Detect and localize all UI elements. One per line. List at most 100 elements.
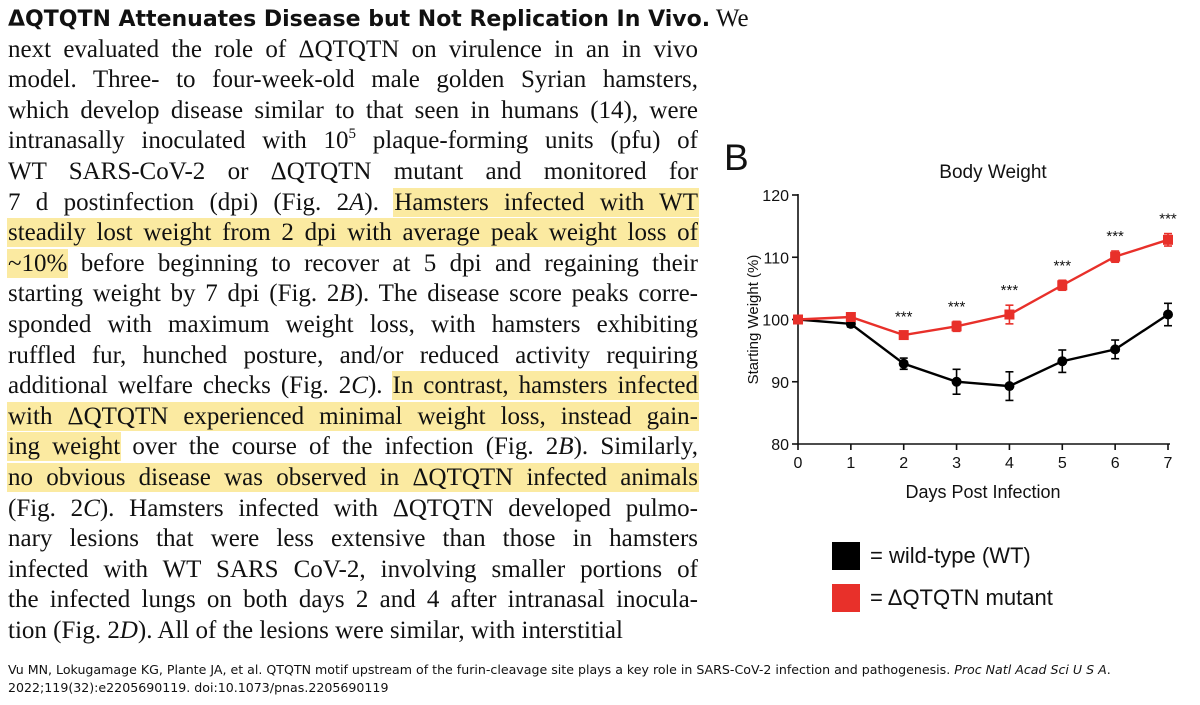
text-line: the infected lungs on both days 2 and 4 … xyxy=(8,585,698,616)
y-tick-label: 100 xyxy=(762,313,789,330)
data-point-mutant xyxy=(951,321,962,332)
text-segment: intranasally inoculated with 10 xyxy=(8,127,349,155)
text-segment: 5 xyxy=(348,126,357,143)
text-segment: over the course of the infection (Fig. 2 xyxy=(120,433,559,461)
citation-journal: Proc Natl Acad Sci U S A xyxy=(954,662,1107,677)
y-tick-label: 80 xyxy=(771,437,789,454)
x-tick-label: 4 xyxy=(1005,455,1014,472)
paper-paragraph: ΔQTQTN Attenuates Disease but Not Replic… xyxy=(8,4,749,647)
x-axis-label: Days Post Infection xyxy=(905,482,1060,502)
text-segment: 7 d postinfection (dpi) (Fig. 2 xyxy=(8,188,350,216)
text-line: ~10% before beginning to recover at 5 dp… xyxy=(8,249,698,280)
chart-title: Body Weight xyxy=(939,162,1047,183)
text-line: steadily lost weight from 2 dpi with ave… xyxy=(8,218,698,249)
text-segment: next evaluated the role of ΔQTQTN on vir… xyxy=(8,35,698,63)
text-segment: starting weight by 7 dpi (Fig. 2 xyxy=(8,280,340,308)
text-segment: additional welfare checks (Fig. 2 xyxy=(8,372,352,400)
text-segment: ). Hamsters infected with ΔQTQTN develop… xyxy=(99,494,698,522)
text-segment: the infected lungs on both days 2 and 4 … xyxy=(8,586,698,614)
text-line: ruffled fur, hunched posture, and/or red… xyxy=(8,341,698,372)
citation: Vu MN, Lokugamage KG, Plante JA, et al. … xyxy=(8,661,1193,697)
text-segment: (Fig. 2 xyxy=(8,494,84,522)
data-point-mutant xyxy=(793,314,803,325)
text-line: infected with WT SARS CoV-2, involving s… xyxy=(8,555,698,586)
legend-label-wt: = wild-type (WT) xyxy=(870,543,1031,568)
x-tick-label: 0 xyxy=(794,455,803,472)
x-tick-label: 5 xyxy=(1058,455,1067,472)
text-line: ing weight over the course of the infect… xyxy=(8,432,698,463)
text-segment: plaque-forming units (pfu) of xyxy=(356,127,698,155)
highlighted-text: In contrast, hamsters infected xyxy=(392,372,699,400)
text-segment: ). The disease score peaks corre- xyxy=(354,280,698,308)
significance-label: *** xyxy=(1159,211,1177,228)
text-line: 7 d postinfection (dpi) (Fig. 2A). Hamst… xyxy=(8,188,698,219)
text-segment: before beginning to recover at 5 dpi and… xyxy=(67,249,698,277)
citation-authors-title: Vu MN, Lokugamage KG, Plante JA, et al. … xyxy=(8,662,955,677)
significance-label: *** xyxy=(895,308,913,325)
citation-details: . 2022;119(32):e2205690119. doi:10.1073/… xyxy=(8,662,1111,695)
section-heading: ΔQTQTN Attenuates Disease but Not Replic… xyxy=(8,7,711,32)
text-line: ΔQTQTN Attenuates Disease but Not Replic… xyxy=(8,4,749,35)
data-point-wt xyxy=(1110,344,1121,355)
text-line: model. Three- to four-week-old male gold… xyxy=(8,65,698,96)
legend-item-wt: = wild-type (WT) xyxy=(832,535,1053,577)
data-point-wt xyxy=(1163,309,1173,320)
data-point-wt xyxy=(1004,381,1015,392)
text-segment: tion (Fig. 2 xyxy=(8,616,120,644)
data-point-wt xyxy=(951,376,962,387)
text-line: no obvious disease was observed in ΔQTQT… xyxy=(8,463,698,494)
figure-panel-b: Body Weight 80 90 100 110 120 0 1 2 3 4 5 6 7 Days Pos… xyxy=(720,135,1190,615)
text-segment: WT SARS-CoV-2 or ΔQTQTN mutant and monit… xyxy=(8,157,698,185)
highlighted-text: no obvious disease was observed in ΔQTQT… xyxy=(8,463,698,491)
y-tick-label: 120 xyxy=(762,188,789,205)
data-point-mutant xyxy=(845,312,856,323)
series-line-wt xyxy=(797,313,1169,388)
y-tick-label: 110 xyxy=(763,250,789,267)
legend-item-mutant: = ΔQTQTN mutant xyxy=(832,577,1053,619)
significance-label: *** xyxy=(1001,282,1019,299)
x-tick-label: 1 xyxy=(846,455,855,472)
data-point-mutant xyxy=(898,330,909,341)
highlighted-text: ~10% xyxy=(8,249,68,277)
x-tick-label: 7 xyxy=(1164,455,1173,472)
legend: = wild-type (WT) = ΔQTQTN mutant xyxy=(832,535,1053,619)
significance-label: *** xyxy=(948,298,966,315)
legend-label-mutant: = ΔQTQTN mutant xyxy=(870,585,1053,610)
x-tick-label: 2 xyxy=(899,455,908,472)
text-segment: infected with WT SARS CoV-2, involving s… xyxy=(8,555,698,583)
text-segment: ruffled fur, hunched posture, and/or red… xyxy=(8,341,698,369)
text-segment: nary lesions that were less extensive th… xyxy=(8,525,698,553)
text-segment: sponded with maximum weight loss, with h… xyxy=(8,310,698,338)
text-line: tion (Fig. 2D). All of the lesions were … xyxy=(8,616,698,647)
text-line: (Fig. 2C). Hamsters infected with ΔQTQTN… xyxy=(8,494,698,525)
text-line: next evaluated the role of ΔQTQTN on vir… xyxy=(8,35,698,66)
data-point-mutant xyxy=(1057,280,1068,291)
text-segment: A xyxy=(349,188,365,216)
text-line: sponded with maximum weight loss, with h… xyxy=(8,310,698,341)
x-tick-label: 3 xyxy=(952,455,961,472)
highlighted-text: Hamsters infected with WT xyxy=(394,188,698,216)
highlighted-text: ing weight xyxy=(8,433,121,461)
series-line-mutant xyxy=(797,238,1169,337)
text-segment: We xyxy=(710,5,749,32)
text-segment: D xyxy=(119,616,138,644)
text-segment: B xyxy=(339,280,355,308)
text-line: WT SARS-CoV-2 or ΔQTQTN mutant and monit… xyxy=(8,157,698,188)
text-segment: C xyxy=(351,372,368,400)
text-segment: model. Three- to four-week-old male gold… xyxy=(8,66,698,94)
text-segment: ). Similarly, xyxy=(573,433,698,461)
text-segment: B xyxy=(558,433,574,461)
text-line: additional welfare checks (Fig. 2C). In … xyxy=(8,371,699,402)
legend-swatch-wt xyxy=(832,542,860,570)
y-tick-label: 90 xyxy=(771,375,789,392)
legend-swatch-mutant xyxy=(832,584,860,612)
highlighted-text: with ΔQTQTN experienced minimal weight l… xyxy=(8,402,698,430)
data-point-wt xyxy=(1057,356,1068,367)
significance-label: *** xyxy=(1054,257,1072,274)
text-line: nary lesions that were less extensive th… xyxy=(8,524,698,555)
data-point-mutant xyxy=(1163,234,1173,245)
body-weight-chart: Body Weight 80 90 100 110 120 0 1 2 3 4 5 6 7 Days Pos… xyxy=(745,162,1177,502)
text-line: with ΔQTQTN experienced minimal weight l… xyxy=(8,402,698,433)
text-segment: which develop disease similar to that se… xyxy=(8,96,698,124)
text-segment: ). xyxy=(364,188,395,216)
